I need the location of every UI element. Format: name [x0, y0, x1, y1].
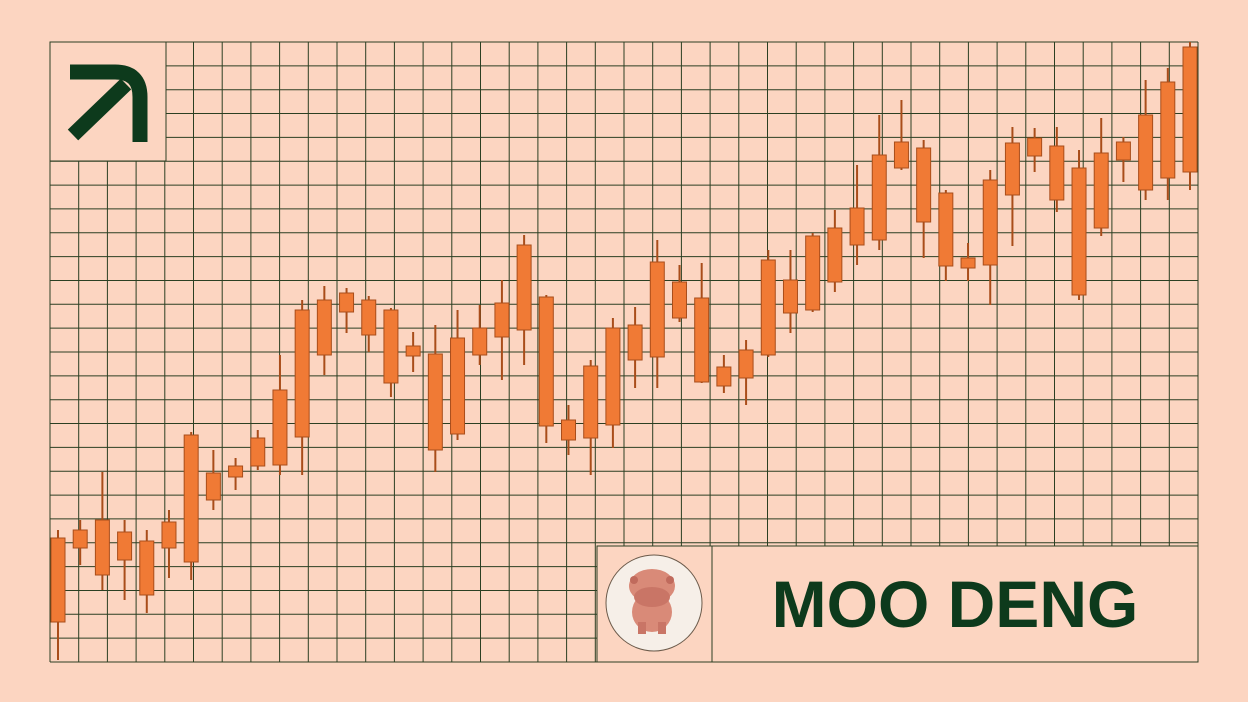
candle-body [982, 179, 998, 266]
candle-body [228, 465, 244, 478]
candle-body [561, 419, 577, 441]
candle-body [1049, 145, 1065, 201]
candle-body [294, 309, 310, 438]
candle-body [605, 327, 621, 426]
candle-body [205, 472, 221, 501]
arrow-up-right-icon [67, 64, 148, 142]
candle-body [1115, 141, 1131, 161]
candle-body [538, 296, 554, 427]
candle-body [339, 292, 355, 313]
brand-title: MOO DENG [771, 567, 1139, 641]
candle-body [1093, 152, 1109, 229]
candle-body [849, 207, 865, 246]
candle-body [805, 235, 821, 311]
candle-body [960, 257, 976, 269]
candle-body [938, 192, 954, 267]
logo-box [49, 41, 167, 162]
candle-body [782, 279, 798, 314]
candle-body [494, 302, 510, 338]
candle-body [1182, 46, 1198, 173]
candle-body [316, 299, 332, 356]
candle-body [272, 389, 288, 466]
candle-body [1138, 114, 1154, 191]
candle-body [893, 141, 909, 169]
candle-body [1004, 142, 1020, 196]
candle-body [694, 297, 710, 383]
candle-body [139, 540, 155, 596]
candle-body [361, 299, 377, 336]
candle-body [94, 519, 110, 576]
candle-body [72, 529, 88, 549]
candle-body [827, 227, 843, 283]
candle-body [671, 281, 687, 319]
candle-body [250, 437, 266, 467]
candle-body [1071, 167, 1087, 296]
candle-body [627, 324, 643, 361]
candle-body [1160, 81, 1176, 179]
candle-body [117, 531, 133, 561]
candle-body [405, 345, 421, 357]
candle-body [161, 521, 177, 549]
candle-body [916, 147, 932, 223]
candle-body [427, 353, 443, 451]
candle-body [516, 244, 532, 331]
candle-body [738, 349, 754, 379]
candle-body [871, 154, 887, 241]
candle-body [760, 259, 776, 356]
candle-body [50, 537, 66, 623]
candle-body [472, 327, 488, 356]
hippo-avatar [605, 554, 703, 652]
candles [50, 42, 1198, 660]
candle-body [583, 365, 599, 439]
candle-body [716, 366, 732, 387]
candle-body [383, 309, 399, 384]
brand-box [596, 545, 1199, 663]
candle-body [1027, 137, 1043, 157]
candle-body [649, 261, 665, 358]
candle-body [183, 434, 199, 563]
candle-body [450, 337, 466, 435]
